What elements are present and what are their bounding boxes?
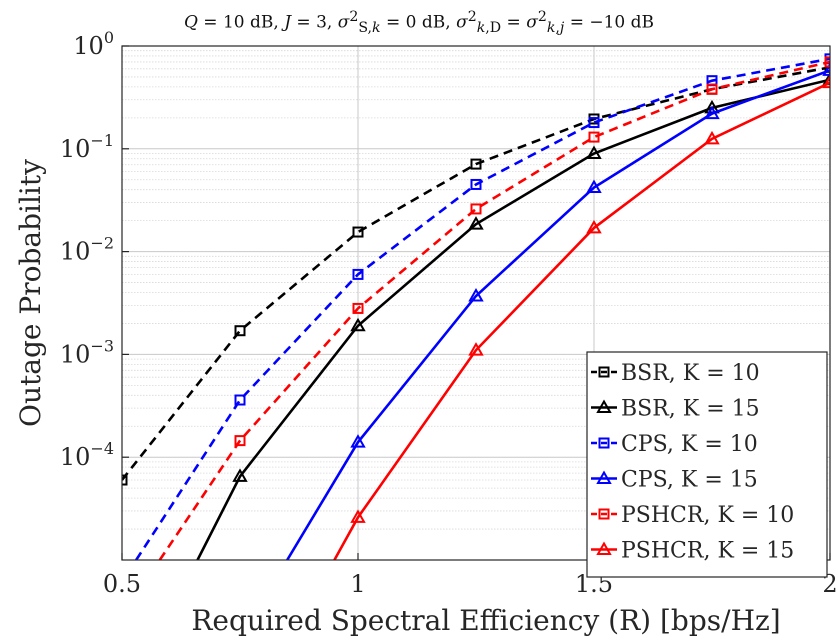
- data-point: [822, 74, 830, 89]
- legend-label: PSHCR, K = 10: [621, 503, 794, 528]
- legend-marker: [598, 508, 610, 520]
- data-point: [352, 226, 364, 238]
- data-point: [588, 131, 600, 143]
- series-line: [158, 60, 830, 560]
- chart-title: Q = 10 dB, J = 3, σ2S,k = 0 dB, σ2k,D = …: [183, 9, 655, 37]
- legend-marker: [596, 399, 612, 413]
- data-point: [234, 435, 246, 447]
- data-point: [468, 216, 484, 230]
- data-point: [468, 342, 484, 356]
- legend-label: BSR, K = 15: [621, 397, 760, 422]
- legend-marker: [596, 541, 612, 555]
- legend-item: BSR, K = 10: [591, 361, 760, 386]
- series-3: [286, 62, 830, 560]
- legend-marker: [598, 437, 610, 449]
- legend-box: [586, 351, 828, 578]
- data-point: [586, 179, 602, 194]
- y-tick-label: 100: [73, 28, 114, 60]
- data-point: [470, 158, 482, 170]
- legend-marker: [598, 366, 610, 378]
- data-point: [470, 178, 482, 190]
- legend-item: BSR, K = 15: [591, 397, 760, 422]
- data-point: [352, 268, 364, 280]
- data-point: [586, 145, 602, 160]
- series-group: [122, 53, 830, 560]
- data-point: [468, 287, 484, 302]
- legend-label: BSR, K = 10: [621, 361, 760, 386]
- legend: BSR, K = 10 BSR, K = 15 CPS, K = 10 CPS, K …: [586, 351, 828, 578]
- data-point: [350, 434, 366, 448]
- data-point: [122, 474, 128, 486]
- x-tick-label: 1: [350, 570, 365, 598]
- y-tick-label: 10−1: [60, 131, 114, 163]
- axes-frame: [121, 45, 831, 561]
- legend-item: PSHCR, K = 15: [591, 539, 794, 564]
- data-point: [704, 105, 720, 120]
- series-line: [135, 57, 830, 560]
- legend-item: CPS, K = 10: [591, 432, 758, 457]
- data-point: [232, 468, 248, 482]
- data-point: [350, 317, 366, 332]
- data-point: [704, 130, 720, 145]
- legend-item: CPS, K = 15: [591, 468, 758, 493]
- data-point: [234, 325, 246, 337]
- legend-label: PSHCR, K = 15: [621, 539, 794, 564]
- data-point: [824, 56, 830, 68]
- series-line: [333, 81, 830, 560]
- y-tick-label: 10−4: [60, 439, 114, 471]
- y-axis-label: Outage Probability: [14, 159, 47, 427]
- data-point: [470, 203, 482, 215]
- data-point: [588, 117, 600, 129]
- data-point: [350, 509, 366, 523]
- data-point: [822, 71, 830, 86]
- series-5: [333, 74, 830, 560]
- data-point: [352, 302, 364, 314]
- legend-item: PSHCR, K = 10: [591, 503, 794, 528]
- series-4: [158, 56, 830, 560]
- data-point: [822, 62, 830, 76]
- y-tick-label: 10−3: [60, 336, 114, 368]
- y-tick-label: 10−2: [60, 234, 114, 266]
- x-tick-label: 0.5: [103, 570, 141, 598]
- legend-marker: [596, 470, 612, 484]
- data-point: [586, 219, 602, 234]
- x-axis-label: Required Spectral Efficiency (R) [bps/Hz…: [191, 604, 780, 637]
- series-line: [286, 69, 830, 560]
- legend-label: CPS, K = 15: [621, 468, 758, 493]
- legend-label: CPS, K = 10: [621, 432, 758, 457]
- data-point: [706, 83, 718, 95]
- data-point: [234, 394, 246, 406]
